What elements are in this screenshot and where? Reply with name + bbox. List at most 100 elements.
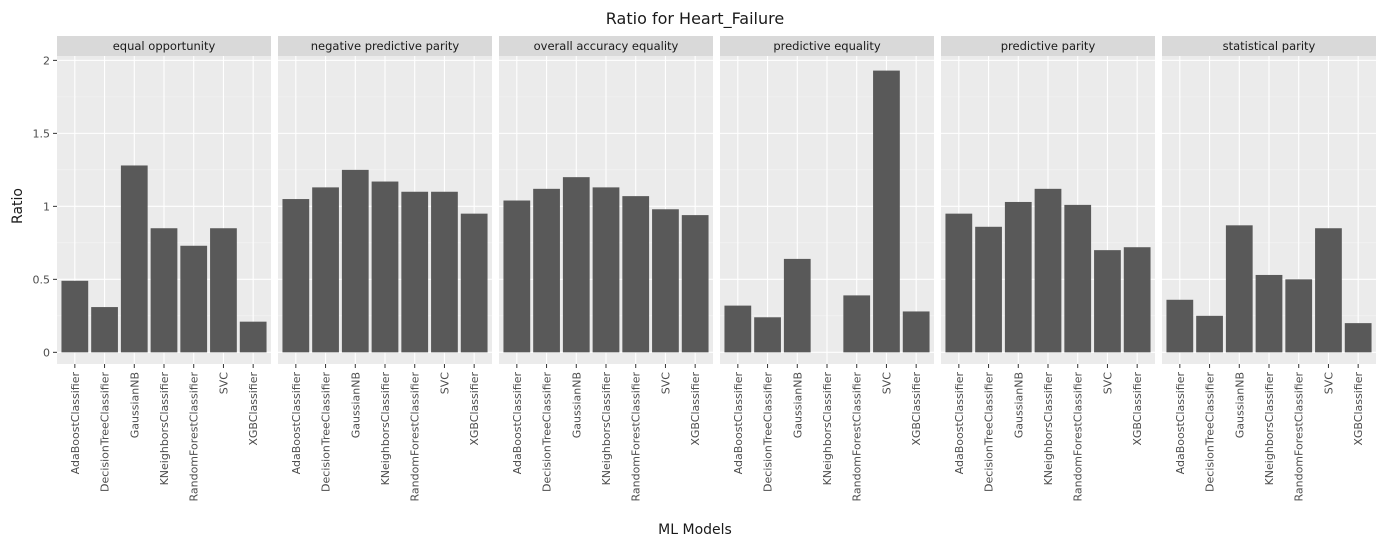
x-axis-title: ML Models <box>658 522 732 538</box>
x-tick-label: DecisionTreeClassifier <box>762 372 775 492</box>
bar <box>681 215 709 353</box>
x-tick-label: GaussianNB <box>1012 372 1025 438</box>
x-tick-label: DecisionTreeClassifier <box>1204 372 1217 492</box>
x-tick-label: DecisionTreeClassifier <box>99 372 112 492</box>
bar <box>1315 228 1342 353</box>
bar <box>592 187 620 353</box>
facet-strip <box>1162 36 1376 56</box>
facet-strip <box>941 36 1155 56</box>
facet-panel: predictive equality AdaBoostClassifier Dec… <box>720 36 934 502</box>
facet-panels: 0 0.5 1 1.5 2 equal opportunity AdaBoostClassi… <box>33 36 1376 502</box>
x-tick-label: KNeighborsClassifier <box>1042 372 1055 486</box>
x-tick-label: GaussianNB <box>570 372 583 438</box>
x-tick-label: XGBClassifier <box>468 372 481 446</box>
bar <box>1344 323 1372 353</box>
y-tick-label: 0.5 <box>33 273 51 286</box>
x-tick-label: SVC <box>1322 372 1335 395</box>
x-tick-label: KNeighborsClassifier <box>379 372 392 486</box>
bar <box>401 191 429 353</box>
x-tick-label: SVC <box>880 372 893 395</box>
x-tick-label: KNeighborsClassifier <box>1263 372 1276 486</box>
x-tick-label: KNeighborsClassifier <box>821 372 834 486</box>
facet-strip-label: predictive equality <box>773 39 881 53</box>
facet-panel: negative predictive parity AdaBoostClassi… <box>278 36 492 502</box>
bar <box>1004 201 1032 353</box>
bar <box>902 311 930 353</box>
x-tick-label: XGBClassifier <box>247 372 260 446</box>
bar <box>180 245 208 353</box>
x-tick-label: GaussianNB <box>349 372 362 438</box>
bar <box>873 70 900 353</box>
x-tick-label: DecisionTreeClassifier <box>541 372 554 492</box>
x-tick-label: AdaBoostClassifier <box>953 372 966 475</box>
bar <box>312 187 339 353</box>
bar <box>341 169 369 353</box>
x-tick-label: RandomForestClassifier <box>1293 372 1306 502</box>
x-tick-label: RandomForestClassifier <box>851 372 864 502</box>
bar <box>562 177 590 353</box>
x-tick-label: AdaBoostClassifier <box>1174 372 1187 475</box>
bar <box>533 188 560 353</box>
bar <box>1064 204 1092 353</box>
x-tick-label: SVC <box>1101 372 1114 395</box>
bar <box>150 228 178 353</box>
x-tick-label: GaussianNB <box>1233 372 1246 438</box>
x-tick-label: SVC <box>217 372 230 395</box>
x-tick-label: GaussianNB <box>791 372 804 438</box>
facet-strip-label: equal opportunity <box>113 39 216 53</box>
bar <box>61 280 89 353</box>
bar <box>724 305 752 353</box>
y-tick-label: 1 <box>43 200 50 213</box>
bar <box>431 191 458 353</box>
bar <box>975 226 1002 353</box>
bar <box>945 213 973 353</box>
x-tick-label: KNeighborsClassifier <box>600 372 613 486</box>
facet-panel: predictive parity AdaBoostClassifier Decis… <box>941 36 1155 502</box>
bar <box>1196 315 1223 353</box>
x-tick-label: XGBClassifier <box>1352 372 1365 446</box>
bar <box>1166 299 1194 353</box>
bar <box>503 200 531 353</box>
x-tick-label: SVC <box>659 372 672 395</box>
chart-title: Ratio for Heart_Failure <box>606 9 784 29</box>
x-tick-label: DecisionTreeClassifier <box>320 372 333 492</box>
x-tick-label: SVC <box>438 372 451 395</box>
bar <box>239 321 267 353</box>
bar <box>91 307 118 353</box>
y-tick-label: 0 <box>43 346 50 359</box>
facet-strip-label: predictive parity <box>1001 39 1096 53</box>
facet-strip <box>57 36 271 56</box>
x-tick-label: XGBClassifier <box>910 372 923 446</box>
facet-strip-label: negative predictive parity <box>311 39 460 53</box>
facet-strip-label: overall accuracy equality <box>534 39 679 53</box>
bar <box>282 199 310 353</box>
x-tick-label: DecisionTreeClassifier <box>983 372 996 492</box>
x-tick-label: GaussianNB <box>128 372 141 438</box>
y-tick-label: 1.5 <box>33 127 51 140</box>
facet-strip <box>278 36 492 56</box>
facet-strip-label: statistical parity <box>1223 39 1316 53</box>
bar <box>652 209 679 353</box>
facet-panel: overall accuracy equality AdaBoostClassif… <box>499 36 713 502</box>
facet-strip <box>499 36 713 56</box>
x-tick-label: RandomForestClassifier <box>409 372 422 502</box>
x-tick-label: RandomForestClassifier <box>1072 372 1085 502</box>
bar <box>754 317 781 353</box>
bar <box>460 213 488 353</box>
bar <box>1255 274 1283 353</box>
bar <box>120 165 148 353</box>
bar <box>783 258 811 353</box>
x-tick-label: KNeighborsClassifier <box>158 372 171 486</box>
facet-strip <box>720 36 934 56</box>
x-tick-label: AdaBoostClassifier <box>290 372 303 475</box>
bar <box>622 196 650 353</box>
bar <box>371 181 399 353</box>
bar <box>210 228 237 353</box>
y-tick-label: 2 <box>43 54 50 67</box>
x-tick-label: RandomForestClassifier <box>630 372 643 502</box>
bar <box>843 295 871 353</box>
facet-panel: statistical parity AdaBoostClassifier Deci… <box>1162 36 1376 502</box>
x-tick-label: AdaBoostClassifier <box>69 372 82 475</box>
